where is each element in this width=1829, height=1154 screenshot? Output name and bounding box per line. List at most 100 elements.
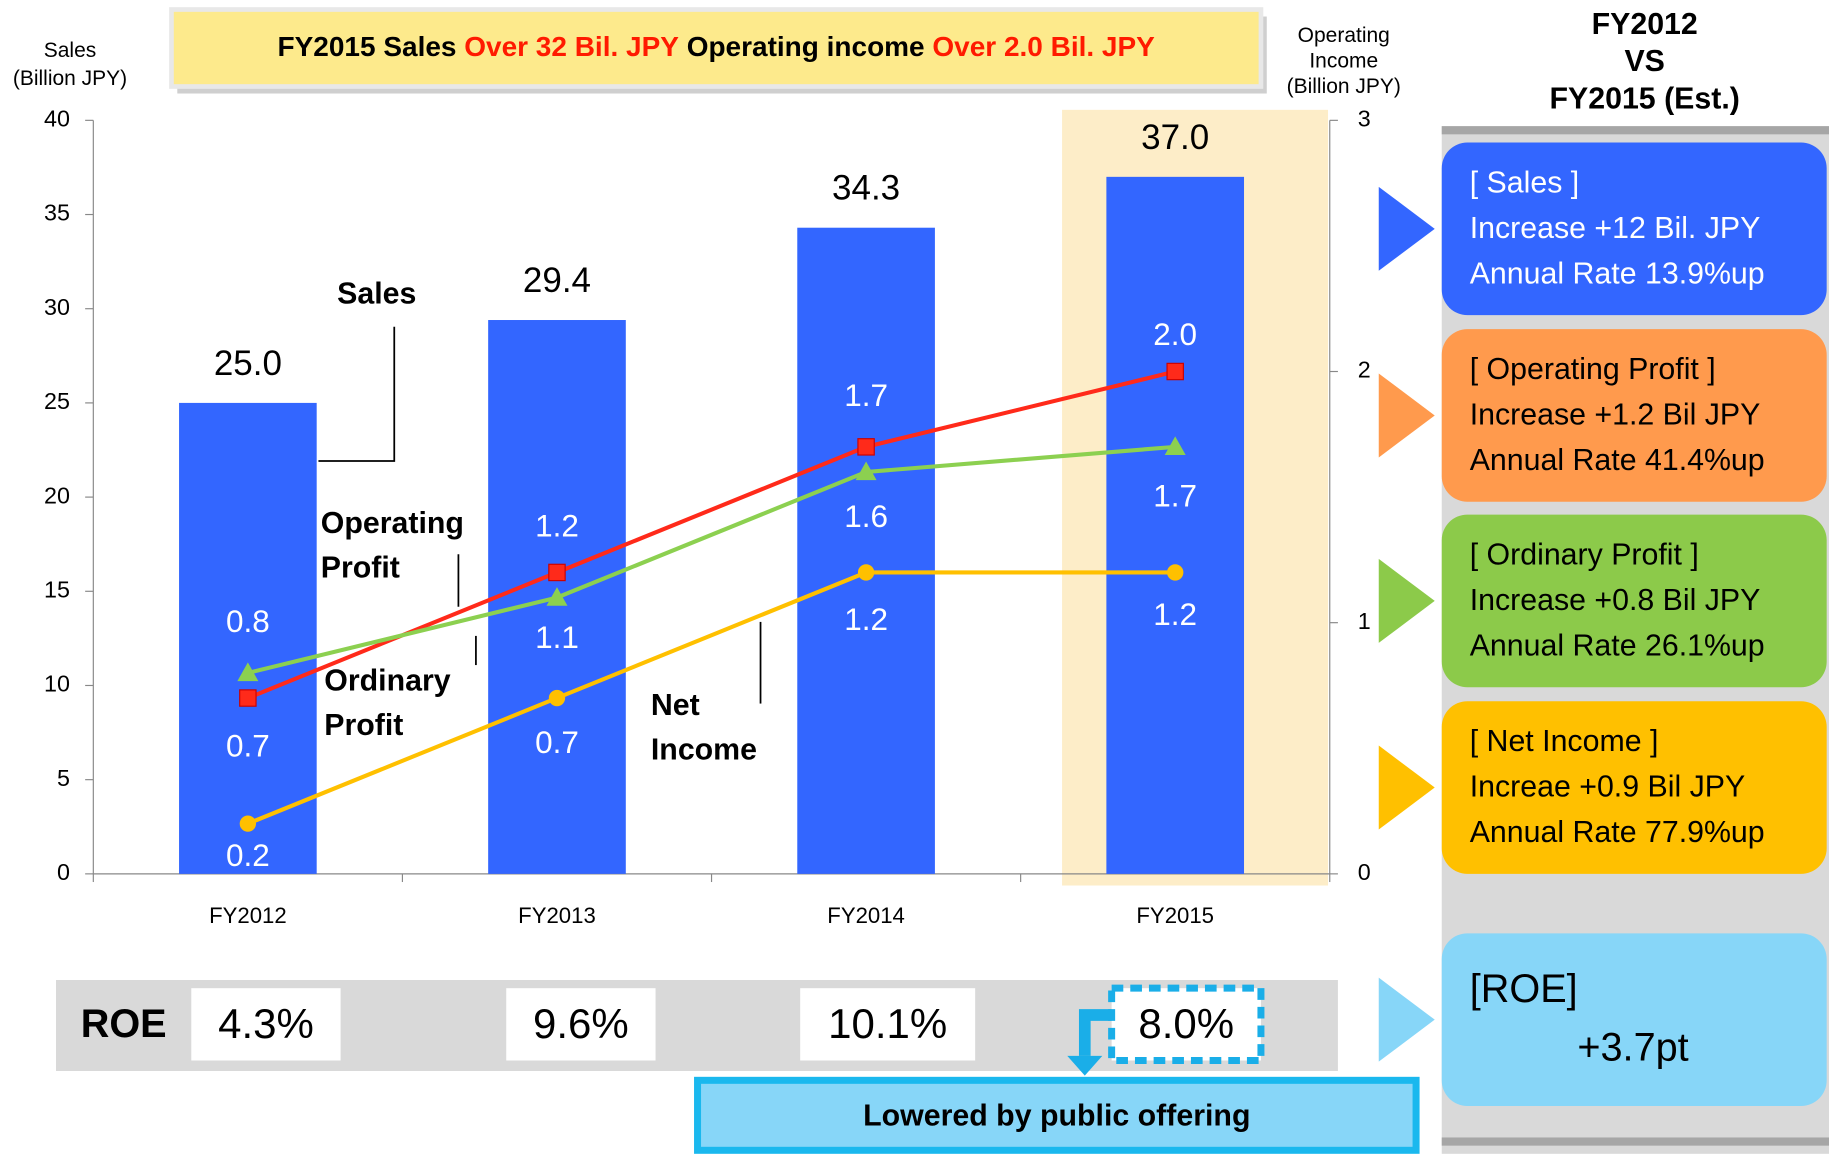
series-name-line: Profit	[321, 551, 400, 584]
panel-title: VS	[1624, 45, 1664, 78]
card	[1441, 329, 1827, 502]
card-text: Increase +1.2 Bil JPY	[1470, 399, 1761, 432]
x-tick-label: FY2012	[209, 903, 287, 928]
series-name: Net Income	[651, 689, 757, 766]
bar-label: 25.0	[214, 344, 282, 383]
line-label: 0.8	[226, 603, 270, 639]
callout-line	[318, 326, 396, 462]
marker	[855, 461, 877, 481]
card-arrow	[1378, 558, 1435, 643]
marker	[239, 815, 257, 832]
bar	[179, 402, 317, 874]
y-axis-label: (Billion JPY)	[13, 67, 127, 90]
line-label: 1.7	[844, 377, 888, 413]
roe-value: 4.3%	[218, 1000, 314, 1047]
roe-box	[191, 988, 341, 1061]
line-label: 1.1	[535, 619, 579, 655]
line-label: 0.7	[535, 724, 579, 760]
banner-text: FY2015 Sales Over 32 Bil. JPY Operating …	[278, 32, 1156, 63]
line-label: 0.7	[226, 728, 270, 764]
roe-box	[1108, 984, 1265, 1064]
y-tick-label: 30	[44, 294, 70, 320]
bar-label: 29.4	[523, 261, 591, 300]
line-label: 1.6	[844, 498, 888, 534]
line	[247, 570, 1176, 826]
y2-axis-label: Operating	[1298, 24, 1390, 47]
card-text: [ Net Income ]	[1470, 725, 1659, 758]
panel-rule	[1441, 126, 1829, 135]
y2-tick-label: 3	[1358, 105, 1371, 131]
card-text: [ Sales ]	[1470, 167, 1580, 200]
series-name-line: Profit	[324, 709, 403, 742]
y2-axis-label: (Billion JPY)	[1287, 75, 1401, 98]
y-tick-label: 20	[44, 482, 70, 508]
card-arrow	[1378, 977, 1435, 1062]
card-arrow	[1378, 373, 1435, 458]
marker	[1164, 436, 1186, 456]
card-text: Increase +12 Bil. JPY	[1470, 212, 1761, 245]
y-tick-label: 40	[44, 105, 70, 131]
note-box	[694, 1076, 1420, 1154]
line	[247, 444, 1176, 675]
banner-part: Operating income	[679, 32, 932, 63]
line-label: 1.2	[535, 507, 579, 543]
card-text: Annual Rate 26.1%up	[1470, 630, 1765, 663]
roe-value: 8.0%	[1138, 1000, 1234, 1047]
line-label: 1.7	[1153, 477, 1197, 513]
roe-value: 9.6%	[533, 1000, 629, 1047]
card	[1441, 933, 1827, 1106]
y-tick-label: 15	[44, 576, 70, 602]
y-tick-label: 35	[44, 200, 70, 226]
series-name: Ordinary Profit	[324, 665, 459, 742]
card	[1441, 514, 1827, 688]
banner-part: Over 2.0 Bil. JPY	[932, 32, 1155, 63]
marker	[239, 689, 257, 707]
y2-tick-label: 0	[1358, 859, 1371, 885]
bar-label: 34.3	[832, 169, 900, 208]
marker	[1167, 564, 1184, 581]
card-text: [ Ordinary Profit ]	[1470, 539, 1699, 572]
note-arrow	[1078, 1009, 1118, 1056]
series-name-line: Net	[651, 689, 708, 722]
series-name: Sales	[337, 277, 416, 310]
marker	[237, 662, 259, 682]
y-tick-label: 10	[44, 671, 70, 697]
card-text: Annual Rate 41.4%up	[1470, 444, 1765, 477]
marker	[857, 564, 875, 581]
y-tick-label: 25	[44, 388, 70, 414]
banner-part: Over 32 Bil. JPY	[464, 32, 679, 63]
banner-part: FY2015 Sales	[278, 32, 465, 63]
card-arrow	[1378, 186, 1435, 271]
y-tick-label: 5	[57, 765, 70, 791]
card-arrow	[1378, 745, 1435, 830]
card-text: +3.7pt	[1577, 1025, 1688, 1069]
roe-box	[800, 988, 976, 1061]
card	[1441, 142, 1827, 316]
marker	[548, 563, 566, 582]
marker	[1166, 362, 1184, 381]
line-label: 1.2	[1153, 596, 1197, 632]
card-text: Annual Rate 13.9%up	[1470, 257, 1765, 290]
line-label: 1.2	[844, 601, 888, 637]
marker	[546, 587, 568, 606]
y-tick-label: 0	[57, 859, 70, 885]
note-arrow-head	[1067, 1055, 1103, 1076]
bar	[797, 227, 935, 874]
bar	[1106, 176, 1245, 874]
series-name-line: Operating	[321, 507, 473, 540]
roe-label: ROE	[81, 1002, 167, 1046]
card-text: [ROE]	[1470, 967, 1578, 1011]
roe-box	[506, 988, 656, 1061]
panel-title: FY2015 (Est.)	[1550, 83, 1740, 116]
card-text: [ Operating Profit ]	[1470, 353, 1716, 386]
y-axis-label: Sales	[44, 39, 97, 62]
panel-title: FY2012	[1592, 8, 1698, 41]
series-name-line: Ordinary	[324, 665, 459, 698]
x-tick-label: FY2013	[518, 903, 596, 928]
marker	[857, 438, 875, 456]
series-name: Operating Profit	[321, 507, 473, 584]
banner	[169, 7, 1264, 89]
line-label: 0.2	[226, 837, 270, 873]
y2-axis-label: Income	[1309, 50, 1378, 73]
